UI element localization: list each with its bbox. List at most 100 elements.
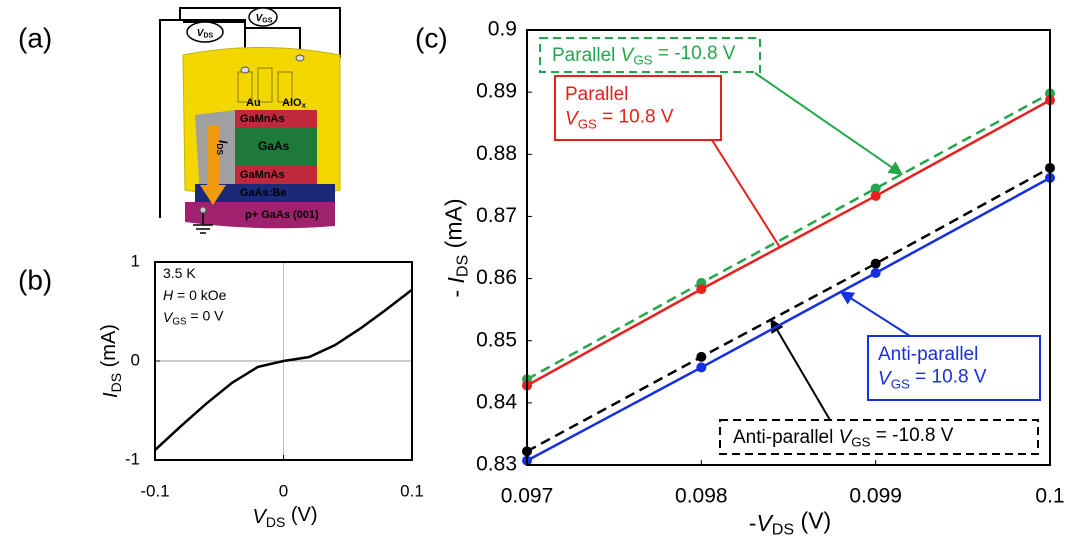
data-point	[870, 190, 881, 201]
y-tick-label: 0.84	[476, 390, 517, 413]
pre-text: Au	[246, 97, 261, 109]
diagram-label: GaAs	[258, 139, 290, 153]
var-text: H	[163, 287, 174, 303]
annotation: VGS = 0 V	[163, 307, 224, 327]
pre-text: -	[443, 283, 469, 297]
panel-label: (c)	[415, 22, 448, 53]
sub-text: DS	[266, 514, 285, 530]
y-tick-label: 0.9	[488, 18, 517, 41]
pre-text: GaMnAs	[240, 169, 285, 181]
data-line	[526, 99, 1051, 387]
x-tick-label: 0.1	[1035, 485, 1064, 508]
legend-pointer	[770, 318, 831, 421]
pre-text: Parallel	[565, 84, 628, 105]
diagram-label: AlOx	[282, 97, 307, 110]
pre-text: Anti-parallel	[733, 427, 839, 448]
panel-label: (b)	[18, 264, 52, 295]
legend-box	[867, 335, 1041, 401]
data-point	[696, 351, 707, 362]
post-text: (mA)	[441, 198, 467, 254]
legend-box	[539, 37, 761, 73]
data-point	[870, 258, 881, 269]
device-drawing	[159, 7, 341, 234]
y-tick-label: 0.89	[476, 80, 517, 103]
x-tick-label: -0.1	[140, 481, 169, 500]
post-text: = 10.8 V	[597, 107, 674, 128]
var-text: V	[878, 369, 893, 390]
sub-text: GS	[891, 376, 910, 391]
post-text: (V)	[285, 504, 317, 526]
pre-text: -	[749, 510, 757, 536]
y-axis-label: IDS (mA)	[98, 324, 123, 398]
y-tick-label: 0.83	[476, 453, 517, 476]
legend-pointer	[754, 72, 903, 176]
legend-label: Anti-parallel VGS = -10.8 V	[733, 425, 954, 449]
plot-frame	[526, 29, 1051, 466]
var-text: V	[256, 13, 264, 24]
data-point	[870, 267, 881, 278]
data-line	[154, 288, 413, 452]
y-tick-label: -1	[125, 449, 140, 468]
sub-text: DS	[108, 373, 124, 392]
sub-text: DS	[772, 521, 794, 539]
data-point	[696, 284, 707, 295]
sub-text: x	[302, 101, 307, 110]
x-tick-label: 0.097	[501, 485, 554, 508]
pre-text: p+ GaAs (001)	[245, 209, 319, 221]
legend-label: Parallel VGS = 10.8 V	[565, 84, 674, 131]
annotation: H = 0 kOe	[163, 287, 227, 303]
var-text: V	[756, 510, 774, 536]
data-line	[526, 92, 1051, 381]
x-axis-label: VDS (V)	[252, 504, 317, 529]
sub-text: GS	[578, 116, 597, 131]
var-text: V	[621, 45, 636, 66]
sub-text: DS	[454, 255, 472, 277]
plot-frame	[154, 261, 413, 461]
post-text: = 0 V	[187, 307, 225, 323]
pre-text: AlO	[282, 97, 302, 109]
data-line	[526, 176, 1051, 462]
var-text: V	[839, 427, 854, 448]
diagram-label: GaAs:Be	[240, 187, 286, 199]
pre-text: GaMnAs	[240, 113, 285, 125]
x-tick-label: 0.098	[675, 485, 728, 508]
y-tick-label: 0.86	[476, 266, 517, 289]
legend-pointer	[711, 139, 781, 248]
var-text: I	[443, 276, 469, 283]
legend-label: Anti-parallel VGS = 10.8 V	[878, 344, 987, 391]
diagram-label: Au	[246, 97, 261, 109]
sub-text: GS	[262, 17, 272, 24]
y-tick-label: 0	[131, 350, 140, 369]
var-text: I	[216, 140, 230, 144]
post-text: (V)	[794, 508, 831, 534]
post-text: = -10.8 V	[653, 43, 736, 64]
var-text: V	[197, 28, 205, 39]
pre-text: 3.5 K	[163, 265, 196, 281]
y-tick-label: 0.87	[476, 204, 517, 227]
post-text: = -10.8 V	[871, 425, 954, 446]
x-axis-label: -VDS (V)	[749, 508, 831, 539]
diagram-label: p+ GaAs (001)	[245, 209, 319, 221]
sub-text: GS	[633, 52, 652, 67]
data-point	[696, 362, 707, 373]
diagram-label: VDS	[197, 28, 214, 40]
var-text: I	[100, 392, 122, 398]
sub-text: DS	[215, 143, 225, 155]
legend-box	[719, 419, 1039, 455]
pre-text: GaAs	[258, 139, 290, 153]
diagram-label: GaMnAs	[240, 113, 285, 125]
y-tick-label: 1	[131, 251, 140, 270]
pre-text: GaAs:Be	[240, 187, 286, 199]
post-text: (mA)	[98, 324, 120, 373]
pre-text: Anti-parallel	[878, 344, 978, 365]
sub-text: DS	[203, 32, 213, 39]
y-tick-label: 0.85	[476, 328, 517, 351]
data-line	[526, 166, 1051, 453]
plot-area	[154, 288, 413, 452]
panel-label: (a)	[18, 22, 52, 53]
x-tick-label: 0.1	[400, 481, 424, 500]
diagram-label: GaMnAs	[240, 169, 285, 181]
var-text: V	[252, 506, 267, 528]
